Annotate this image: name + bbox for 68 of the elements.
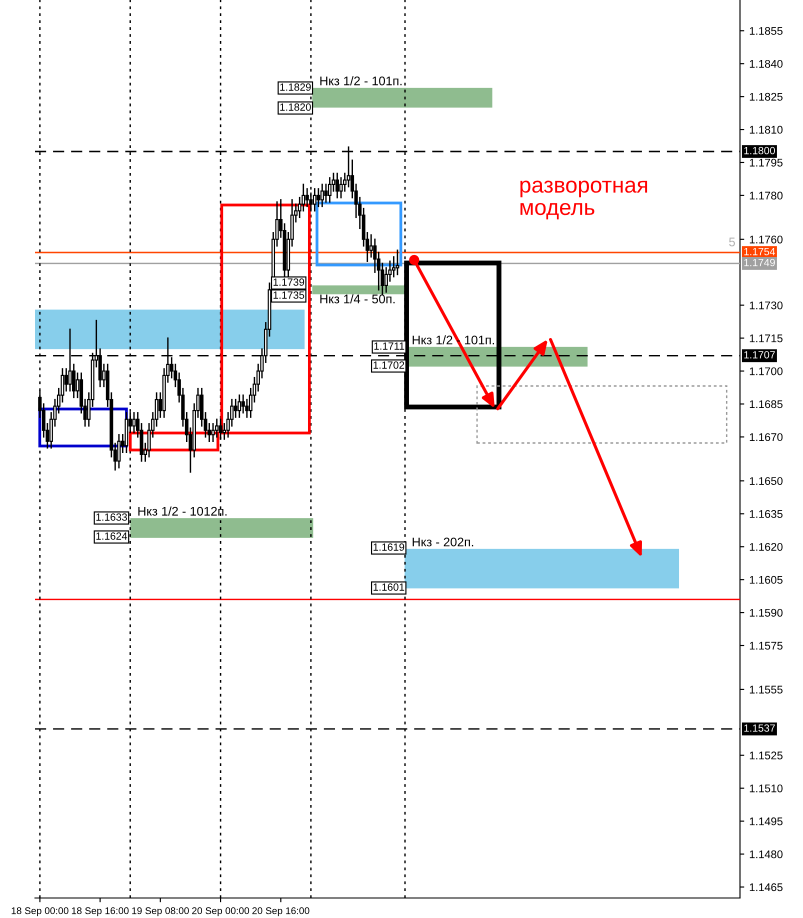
y-tick-label: 1.1700	[750, 367, 783, 376]
y-tick-label: 1.1555	[750, 686, 783, 694]
candlestick	[238, 394, 242, 418]
annotation: 1.1739	[274, 278, 304, 286]
y-tick-label: 1.1780	[750, 192, 783, 200]
annotation: 1.1829	[280, 83, 311, 91]
band-label: Нкз 1/2 - 101п.	[320, 76, 402, 86]
candlestick	[234, 398, 238, 418]
ref-line-label: 1.1707	[744, 351, 775, 358]
candlestick	[339, 177, 343, 198]
y-tick-label: 1.1605	[750, 576, 783, 584]
candlestick	[305, 188, 309, 208]
ref-line-label: 1.1537	[744, 724, 775, 732]
annotation: разворотная модель	[520, 180, 648, 220]
candlestick	[328, 177, 332, 203]
candlestick	[215, 418, 219, 438]
annotation: 1.1711	[374, 342, 404, 350]
y-tick-label: 1.1795	[750, 158, 783, 167]
y-tick-label: 1.1730	[750, 301, 783, 310]
y-tick-label: 1.1525	[750, 752, 783, 760]
candlestick	[396, 250, 400, 276]
ref-line-label: 1.1754	[744, 248, 776, 256]
candlestick	[312, 188, 316, 212]
candlestick	[132, 412, 136, 434]
y-tick-label: 1.1760	[750, 236, 783, 244]
annotation: 1.1735	[274, 291, 304, 299]
candlestick	[324, 184, 328, 203]
y-tick-label: 1.1480	[750, 850, 783, 858]
y-tick-label: 1.1590	[750, 608, 783, 617]
y-tick-label: 1.1465	[750, 883, 783, 892]
y-tick-label: 1.1510	[750, 784, 783, 792]
y-tick-label: 1.1685	[750, 400, 783, 408]
y-tick-label: 1.1575	[750, 642, 783, 650]
y-tick-label: 1.1620	[750, 542, 783, 551]
x-tick-label: 20 Sep 16:00	[252, 907, 310, 916]
x-tick-label: 18 Sep 00:00	[12, 907, 68, 916]
y-tick-label: 1.1635	[750, 510, 783, 518]
annotation: 5	[729, 238, 735, 246]
band-label: Нкз 1/4 - 50п.	[320, 294, 395, 304]
candlestick	[335, 172, 340, 198]
y-tick-label: 1.1715	[750, 334, 783, 342]
y-tick-label: 1.1670	[750, 433, 783, 442]
annotation: 1.1633	[96, 513, 127, 521]
candlestick	[117, 434, 121, 468]
y-tick-label: 1.1855	[750, 27, 783, 35]
candlestick	[369, 234, 373, 258]
annotation: 1.1619	[374, 543, 404, 551]
candlestick	[316, 188, 320, 208]
annotation: 1.1820	[280, 103, 311, 111]
band-label: Нкз 1/2 - 1012п.	[138, 506, 227, 516]
y-tick-label: 1.1840	[750, 60, 783, 68]
y-tick-label: 1.1650	[750, 477, 783, 485]
band-label: Нкз 1/2 - 101п.	[412, 335, 494, 344]
x-tick-label: 19 Sep 08:00	[132, 907, 189, 916]
x-tick-label: 20 Sep 00:00	[192, 907, 250, 916]
annotation: 1.1702	[374, 361, 404, 369]
ref-line-label: 1.1800	[744, 146, 775, 154]
y-tick-label: 1.1825	[750, 92, 783, 101]
ref-line-label: 1.1749	[744, 258, 775, 266]
annotation: 1.1624	[96, 532, 128, 540]
x-tick-label: 18 Sep 16:00	[72, 907, 129, 916]
candlestick	[64, 368, 68, 392]
y-tick-label: 1.1495	[750, 817, 783, 826]
annotation: 1.1601	[374, 583, 404, 591]
y-tick-label: 1.1810	[750, 126, 783, 134]
candlestick	[320, 184, 324, 208]
band-label: Нкз - 202п.	[412, 538, 474, 546]
candlestick	[245, 398, 249, 418]
